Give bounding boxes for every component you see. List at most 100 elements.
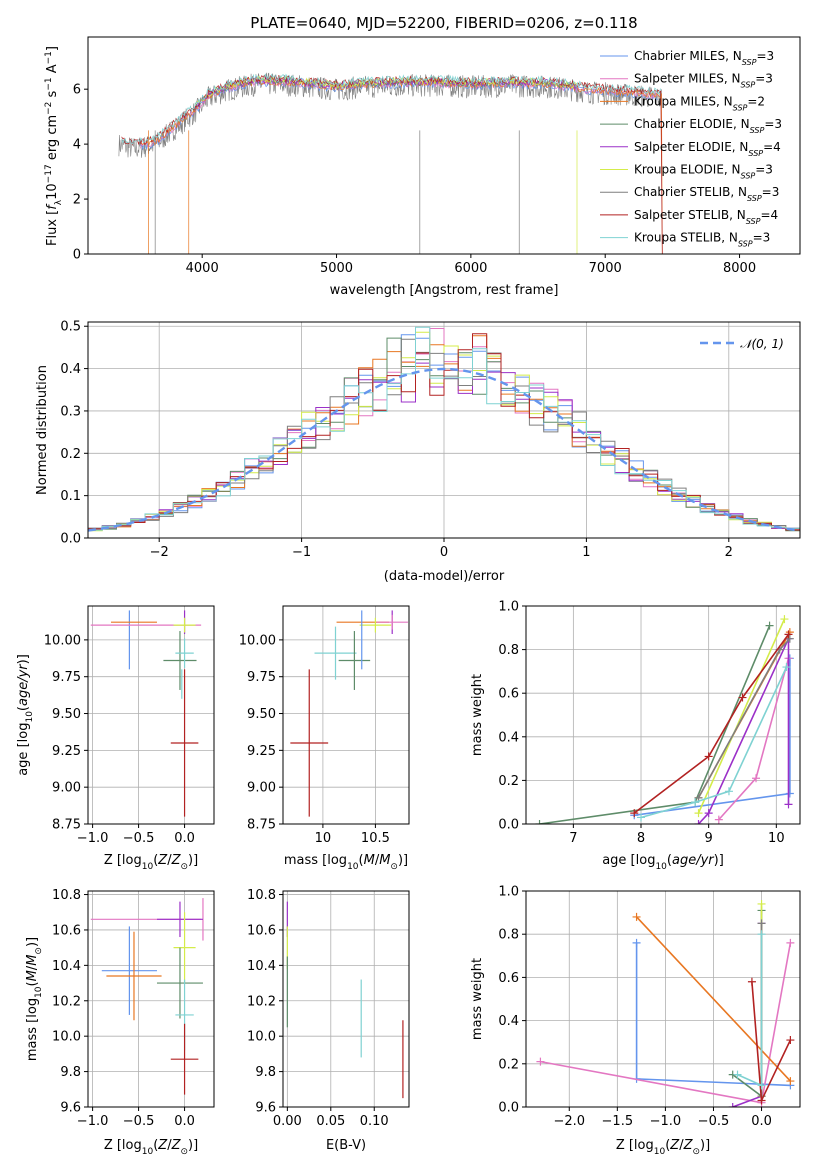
y-tick-label: 0.1 [60,489,81,504]
series-marker [704,752,713,761]
y-tick-label: 10.6 [247,923,276,938]
x-tick-label: −2 [150,545,169,560]
mass_weight_vs_age-frame: 7 8 9 10 0.0 0.2 0.4 0.6 0.8 1.0 [498,600,801,846]
series-line-salpeter_elodie [697,638,790,824]
x-tick-label: −1.0 [77,1114,109,1129]
errorbar-point [338,631,371,690]
x-axis-label: Z [log10(Z/Z⊙)] [616,1138,710,1157]
y-tick-label: 0.6 [498,971,519,986]
errorbar-point [101,926,157,1015]
errorbar-point [163,631,197,690]
y-tick-label: 8.75 [52,818,81,833]
x-axis-label: wavelength [Angstrom, rest frame] [330,283,559,298]
errorbar-point [156,901,203,938]
y-tick-label: 10.8 [52,888,81,903]
x-axis-label: mass [log10(M/M⊙)] [284,853,408,872]
x-axis-label: age [log10(age/yr)] [602,853,724,872]
series-marker [694,809,703,818]
series-marker [785,789,794,798]
series-marker [752,774,761,783]
x-axis-label: (data-model)/error [384,569,505,584]
age_vs_mass-frame: 10 10.5 8.75 9.00 9.25 9.50 9.75 10.00 [239,605,410,846]
age_vs_Z-plot-area [90,610,202,817]
x-tick-label: 0.0 [751,1114,772,1129]
y-tick-label: 0.3 [60,404,81,419]
y-tick-label: 0.4 [60,362,81,377]
series-marker [786,1077,795,1086]
x-tick-label: 8000 [723,261,756,276]
y-axis-label: mass weight [470,674,485,756]
series-marker [786,938,795,947]
series-marker [757,1081,766,1090]
legend-entry: Salpeter ELODIE, NSSP=4 [634,140,781,158]
x-axis-label: E(B-V) [326,1138,366,1153]
x-tick-label: −1.0 [77,831,109,846]
x-tick-label: 6000 [454,261,487,276]
spectrum-frame: 4000 5000 6000 7000 8000 0 2 4 6 [73,36,801,276]
mass_vs_EBV-plot-area [286,901,404,1099]
series-marker [784,630,793,639]
x-tick-label: −0.5 [123,831,155,846]
y-tick-label: 9.25 [247,744,276,759]
series-line-kroupa_stelib [640,666,788,819]
y-tick-label: 9.75 [52,670,81,685]
x-tick-label: 2 [725,545,733,560]
errorbar-point [290,669,329,817]
series-marker [728,1103,737,1107]
series-marker [536,1057,545,1066]
x-tick-label: 0.0 [174,831,195,846]
y-axis-label: mass [log10(M/M⊙)] [25,937,44,1061]
legend-entry: Chabrier STELIB, NSSP=3 [634,185,779,203]
x-tick-label: 0.0 [174,1114,195,1129]
errorbar-point [376,614,408,630]
x-tick-label: 1 [582,545,590,560]
series-marker [733,1070,742,1079]
mass_weight_vs_Z-frame: −2.0 −1.5 −1.0 −0.5 0.0 0.0 0.2 0.4 0.6 0.8 1.0 [498,885,801,1129]
y-tick-label: 10.4 [247,959,276,974]
errorbar-point [170,669,199,817]
series-marker [724,787,733,796]
x-tick-label: 7 [569,831,577,846]
y-tick-label: 0.2 [60,447,81,462]
series-marker [785,634,794,643]
y-tick-label: 1.0 [498,885,519,900]
y-tick-label: 0.4 [498,1014,519,1029]
series-marker [630,809,639,818]
errorbar-point [314,626,357,680]
y-tick-label: 0.6 [498,687,519,702]
spectrum-line-kroupa_miles [140,77,663,254]
series-marker [691,798,700,807]
legend-entry: Chabrier MILES, NSSP=3 [634,49,774,67]
x-axis-label: Z [log10(Z/Z⊙)] [104,853,198,872]
age_vs_Z-frame: −1.0 −0.5 0.0 8.75 9.00 9.25 9.50 9.75 10.00 [44,605,215,846]
y-tick-label: 0 [73,248,81,263]
series-marker [784,800,793,809]
residuals-plot-area [88,326,800,532]
residuals-frame: −2 −1 0 1 2 0.0 0.1 0.2 0.3 0.4 0.5 [60,320,801,560]
histogram-salpeter_stelib [88,333,800,531]
y-tick-label: 0.4 [498,730,519,745]
y-tick-label: 10.00 [44,633,81,648]
mass_vs_Z-axes [88,891,214,1108]
mass_vs_EBV-axes [283,891,409,1108]
legend-entry: Salpeter MILES, NSSP=3 [634,72,773,90]
x-tick-label: 5000 [320,261,353,276]
spectrum-line-kroupa_stelib [121,73,662,145]
series-marker [782,663,791,672]
y-tick-label: 9.00 [247,781,276,796]
y-tick-label: 9.00 [52,781,81,796]
y-tick-label: 0.0 [498,1101,519,1116]
series-marker [757,899,766,908]
x-tick-label: 0 [440,545,448,560]
y-tick-label: 0.8 [498,928,519,943]
y-tick-label: 9.25 [52,744,81,759]
y-axis-label: mass weight [470,958,485,1040]
y-tick-label: 0.2 [498,1057,519,1072]
series-marker [780,615,789,624]
series-marker [535,820,544,824]
spectrum-line-salpeter_stelib [121,74,663,254]
y-tick-label: 9.6 [255,1101,276,1116]
x-tick-label: −1 [292,545,311,560]
x-tick-label: 10.5 [361,831,390,846]
series-marker [632,938,641,947]
